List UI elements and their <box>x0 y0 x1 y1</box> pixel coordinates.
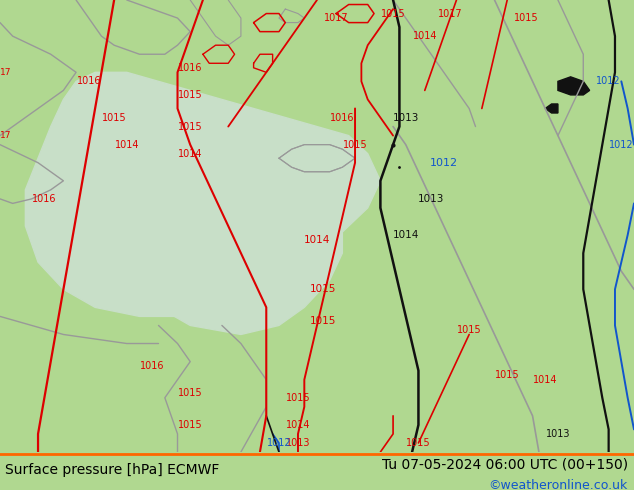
Text: 1014: 1014 <box>392 230 419 240</box>
Text: 1014: 1014 <box>533 375 557 385</box>
Text: 1014: 1014 <box>304 235 330 245</box>
Text: 1012: 1012 <box>609 140 633 149</box>
Polygon shape <box>279 145 355 172</box>
Text: 1017: 1017 <box>438 8 462 19</box>
Text: 1015: 1015 <box>406 438 430 448</box>
Text: ©weatheronline.co.uk: ©weatheronline.co.uk <box>488 479 628 490</box>
Text: 1012: 1012 <box>267 438 291 448</box>
Text: 1015: 1015 <box>102 113 126 122</box>
Text: 1015: 1015 <box>178 90 202 100</box>
Text: 1015: 1015 <box>457 325 481 335</box>
Text: 1015: 1015 <box>178 420 202 430</box>
Text: 1015: 1015 <box>178 388 202 398</box>
Text: 17: 17 <box>0 131 11 140</box>
Text: 1016: 1016 <box>77 76 101 86</box>
Text: 1012: 1012 <box>597 76 621 86</box>
Text: 1016: 1016 <box>32 194 56 204</box>
Text: 1014: 1014 <box>115 140 139 149</box>
Text: 1014: 1014 <box>178 148 202 159</box>
Text: 1015: 1015 <box>514 13 538 23</box>
Text: 1013: 1013 <box>286 438 310 448</box>
Text: 1012: 1012 <box>430 158 458 168</box>
Text: 1015: 1015 <box>178 122 202 131</box>
Polygon shape <box>25 73 380 317</box>
Text: 1014: 1014 <box>286 420 310 430</box>
Text: 1016: 1016 <box>178 63 202 73</box>
Text: 1014: 1014 <box>413 31 437 41</box>
Polygon shape <box>558 77 590 95</box>
Text: 1015: 1015 <box>495 370 519 380</box>
Text: 1013: 1013 <box>546 429 570 439</box>
Text: 1016: 1016 <box>140 361 164 371</box>
Text: 1015: 1015 <box>310 316 337 326</box>
Text: Tu 07-05-2024 06:00 UTC (00+150): Tu 07-05-2024 06:00 UTC (00+150) <box>382 457 628 471</box>
Text: 1015: 1015 <box>343 140 367 149</box>
Polygon shape <box>114 190 342 335</box>
Text: 1015: 1015 <box>310 284 337 294</box>
Text: 1013: 1013 <box>392 113 419 122</box>
Text: 1015: 1015 <box>381 8 405 19</box>
Text: Surface pressure [hPa] ECMWF: Surface pressure [hPa] ECMWF <box>5 463 219 477</box>
Text: 1016: 1016 <box>330 113 354 122</box>
Text: 1015: 1015 <box>286 393 310 403</box>
Text: 17: 17 <box>0 68 11 77</box>
Text: 1017: 1017 <box>324 13 348 23</box>
Polygon shape <box>545 104 558 113</box>
Text: 1013: 1013 <box>418 194 444 204</box>
